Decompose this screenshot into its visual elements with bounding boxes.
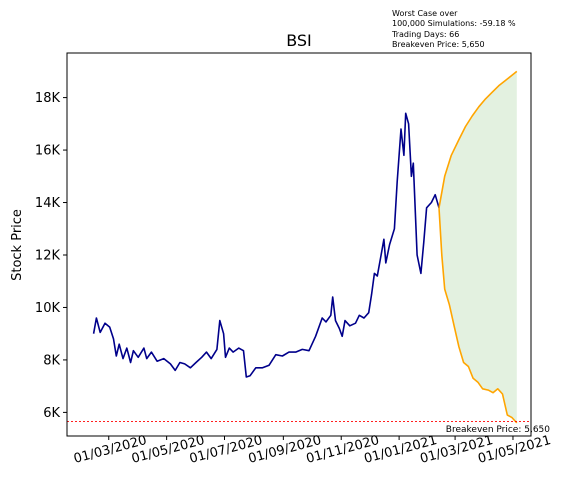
x-axis: 01/03/202001/05/202001/07/202001/09/2020… xyxy=(72,433,552,467)
plot-frame xyxy=(66,52,532,437)
historical-price-line xyxy=(92,112,440,378)
annotation-line-3: Trading Days: 66 xyxy=(391,30,459,39)
y-tick-label: 10K xyxy=(35,301,61,316)
best-case-line xyxy=(438,70,518,208)
worst-case-line xyxy=(438,207,518,424)
annotation-box: Worst Case over 100,000 Simulations: -59… xyxy=(391,9,516,49)
y-tick-label: 14K xyxy=(35,196,61,211)
annotation-line-1: Worst Case over xyxy=(392,9,458,18)
simulation-range-fill xyxy=(439,71,517,423)
annotation-line-2: 100,000 Simulations: -59.18 % xyxy=(392,19,516,28)
y-axis-label: Stock Price xyxy=(10,209,25,281)
simulation-area xyxy=(439,71,517,423)
y-axis: 6K 8K 10K 12K 14K 16K 18K xyxy=(35,91,67,421)
y-tick-label: 18K xyxy=(35,91,61,106)
y-tick-label: 12K xyxy=(35,248,61,263)
breakeven-label: Breakeven Price: 5,650 xyxy=(446,425,550,435)
y-tick-label: 6K xyxy=(43,406,60,421)
y-tick-label: 8K xyxy=(43,353,60,368)
series-layer xyxy=(92,70,518,424)
chart-title: BSI xyxy=(286,31,312,50)
annotation-line-4: Breakeven Price: 5,650 xyxy=(392,40,485,49)
y-tick-label: 16K xyxy=(35,144,61,159)
